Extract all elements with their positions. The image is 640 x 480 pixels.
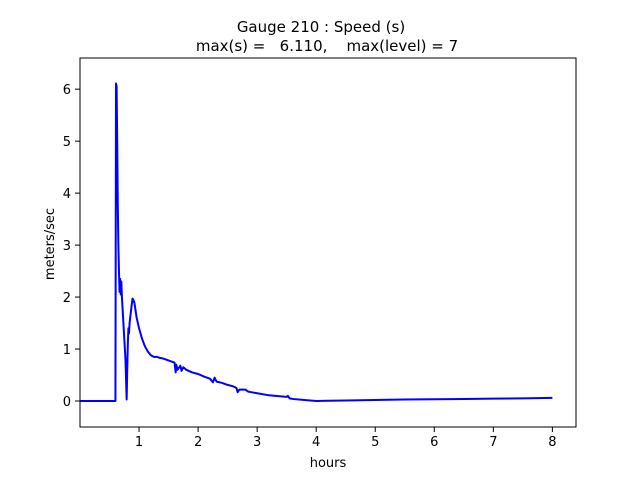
series-line-speed	[80, 82, 553, 403]
x-tick-label: 7	[489, 435, 497, 450]
x-tick-label: 8	[548, 435, 556, 450]
x-tick-label: 5	[371, 435, 379, 450]
x-tick-label: 4	[312, 435, 320, 450]
y-tick-label: 2	[63, 291, 71, 306]
chart-title: Gauge 210 : Speed (s)	[237, 18, 405, 36]
y-tick-label: 6	[63, 83, 71, 98]
y-axis-label: meters/sec	[43, 208, 58, 280]
y-tick-label: 4	[63, 187, 71, 202]
y-tick-label: 5	[63, 135, 71, 150]
y-tick-label: 1	[63, 343, 71, 358]
x-axis-label: hours	[310, 456, 347, 471]
x-tick-label: 3	[253, 435, 261, 450]
y-tick-label: 0	[63, 395, 71, 410]
y-axis-ticks: 0 1 2 3 4 5 6	[63, 83, 80, 410]
x-axis-ticks: 1 2 3 4 5 6 7 8	[135, 427, 557, 450]
plot-area	[79, 57, 577, 428]
x-tick-label: 1	[135, 435, 143, 450]
x-tick-label: 2	[194, 435, 202, 450]
y-tick-label: 3	[63, 239, 71, 254]
chart-subtitle: max(s) = 6.110, max(level) = 7	[196, 37, 458, 55]
x-tick-label: 6	[430, 435, 438, 450]
axes-frame	[79, 57, 577, 428]
